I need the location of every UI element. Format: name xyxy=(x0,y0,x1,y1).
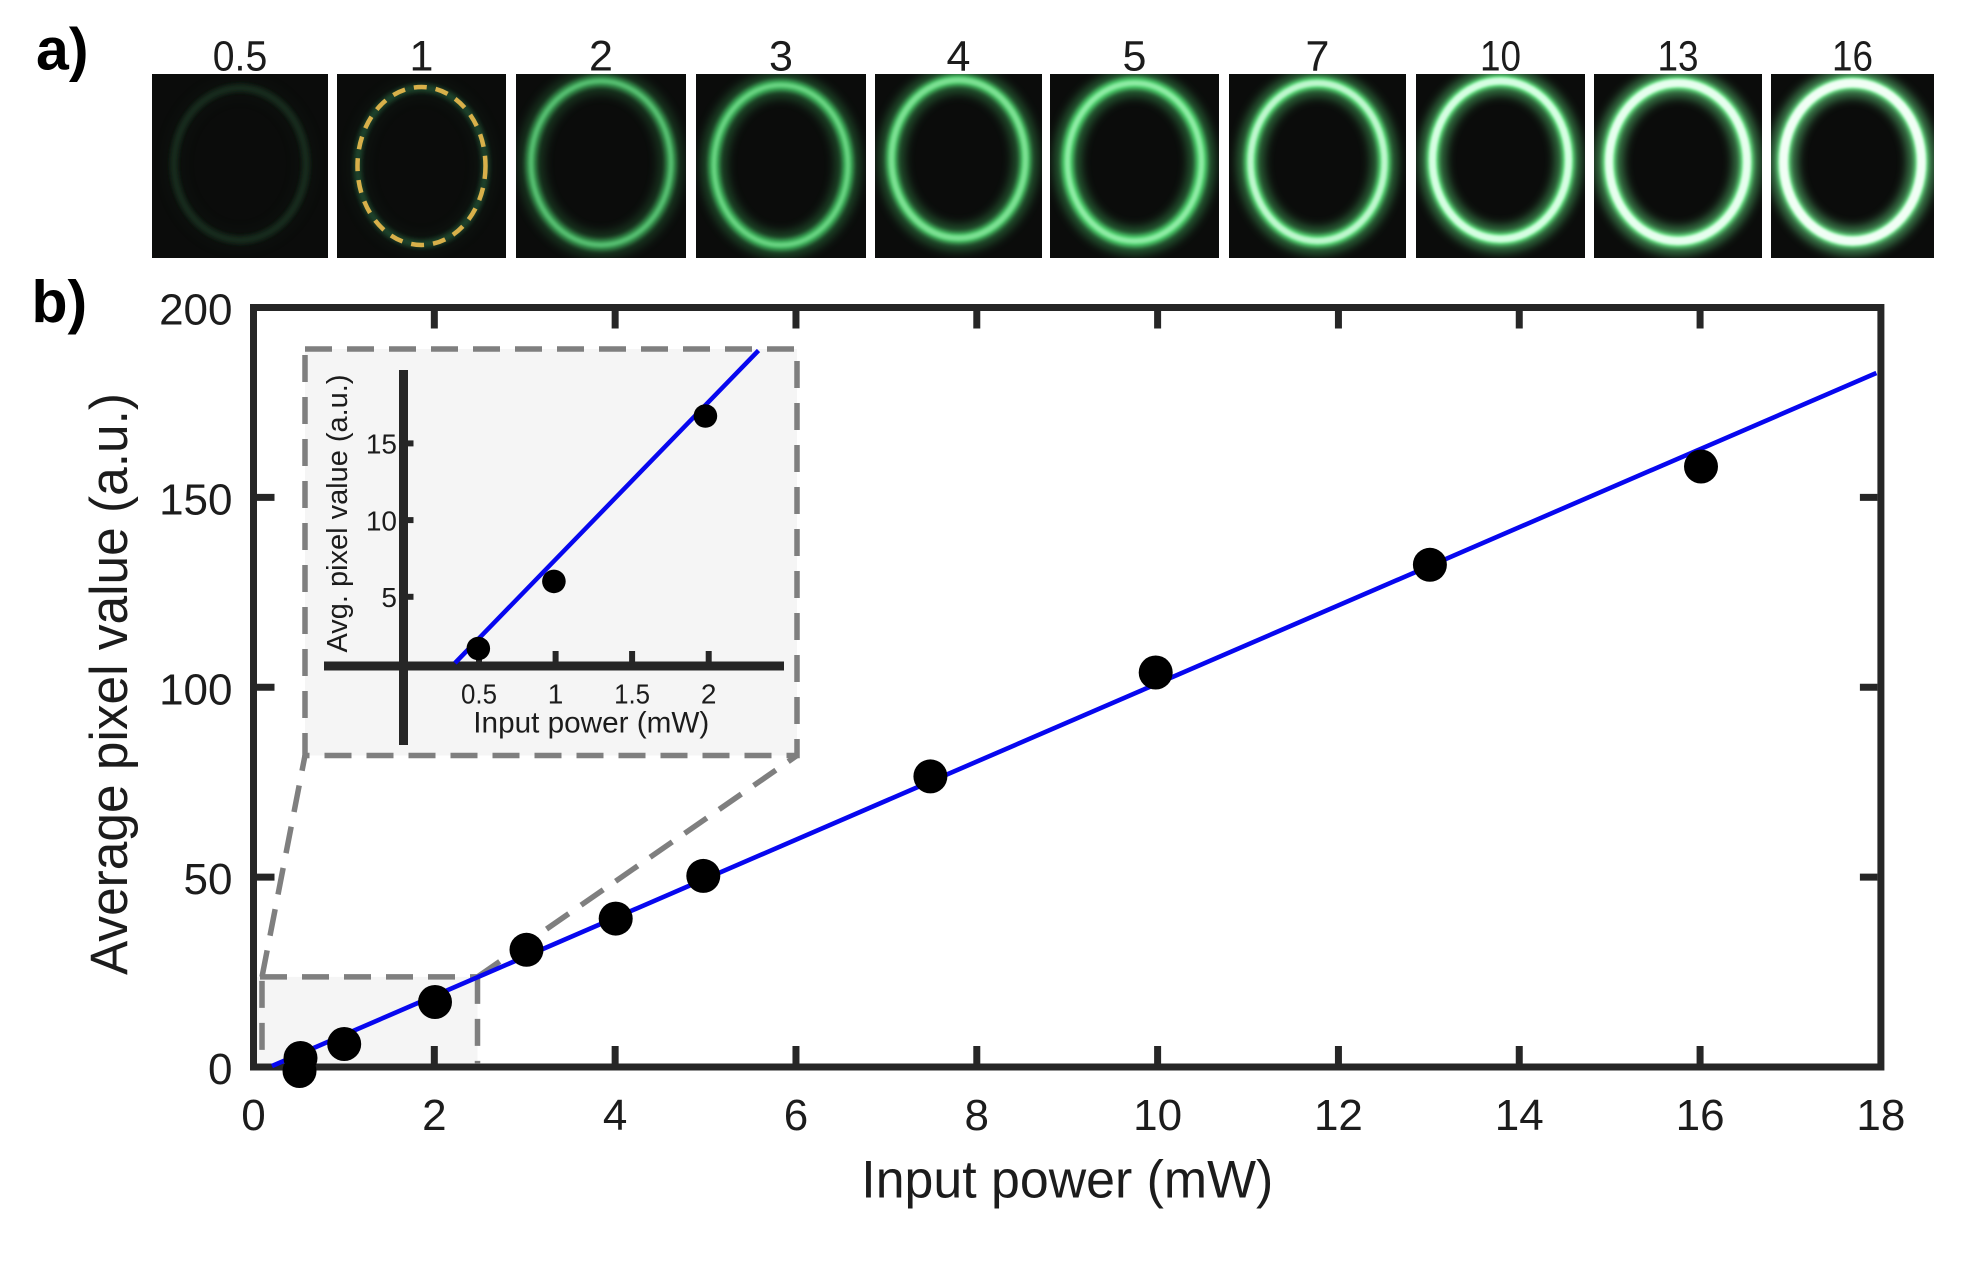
svg-text:13: 13 xyxy=(1658,32,1699,80)
svg-text:Input power (mW): Input power (mW) xyxy=(473,706,709,739)
svg-text:1.5: 1.5 xyxy=(614,679,650,710)
svg-text:2: 2 xyxy=(422,1091,446,1140)
svg-text:100: 100 xyxy=(159,665,232,714)
svg-text:10: 10 xyxy=(366,505,397,536)
svg-text:Avg. pixel value (a.u.): Avg. pixel value (a.u.) xyxy=(322,375,354,653)
svg-text:4: 4 xyxy=(947,32,971,80)
svg-text:16: 16 xyxy=(1676,1091,1725,1140)
svg-text:a): a) xyxy=(36,17,88,83)
svg-text:5: 5 xyxy=(1123,32,1147,80)
svg-text:Input power (mW): Input power (mW) xyxy=(861,1151,1273,1210)
svg-text:b): b) xyxy=(32,269,88,335)
svg-text:2: 2 xyxy=(701,679,717,710)
svg-text:10: 10 xyxy=(1133,1091,1182,1140)
svg-text:14: 14 xyxy=(1495,1091,1544,1140)
svg-text:0: 0 xyxy=(208,1045,232,1094)
svg-text:150: 150 xyxy=(159,475,232,524)
svg-text:0: 0 xyxy=(241,1091,265,1140)
svg-text:7: 7 xyxy=(1306,32,1330,80)
svg-text:15: 15 xyxy=(366,429,397,460)
svg-text:1: 1 xyxy=(548,679,564,710)
svg-text:8: 8 xyxy=(965,1091,989,1140)
svg-text:6: 6 xyxy=(784,1091,808,1140)
svg-text:12: 12 xyxy=(1314,1091,1363,1140)
svg-text:10: 10 xyxy=(1480,32,1521,80)
svg-text:18: 18 xyxy=(1856,1091,1905,1140)
svg-text:5: 5 xyxy=(381,582,397,613)
svg-text:200: 200 xyxy=(159,286,232,335)
svg-text:0.5: 0.5 xyxy=(213,32,268,80)
svg-text:16: 16 xyxy=(1832,32,1873,80)
svg-text:0.5: 0.5 xyxy=(461,679,497,710)
svg-text:Average pixel value (a.u.): Average pixel value (a.u.) xyxy=(80,393,139,975)
svg-text:50: 50 xyxy=(184,855,233,904)
svg-text:1: 1 xyxy=(410,32,434,80)
svg-text:4: 4 xyxy=(603,1091,627,1140)
svg-text:2: 2 xyxy=(589,32,613,80)
svg-text:3: 3 xyxy=(769,32,793,80)
